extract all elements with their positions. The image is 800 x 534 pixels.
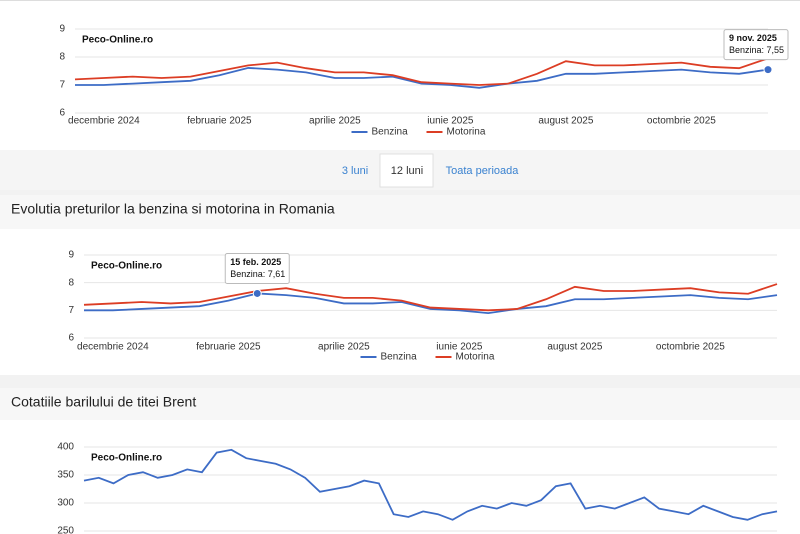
watermark: Peco-Online.ro: [91, 453, 162, 464]
series-line: [74, 57, 769, 86]
y-tick-label: 9: [68, 250, 74, 261]
tooltip: [723, 29, 789, 61]
watermark: Peco-Online.ro: [91, 261, 162, 272]
card: [0, 420, 800, 534]
y-tick-label: 9: [59, 24, 65, 35]
y-tick-label: 7: [59, 80, 65, 91]
x-tick-label: iunie 2025: [436, 342, 483, 353]
watermark: Peco-Online.ro: [82, 35, 153, 46]
section-header: [0, 388, 800, 420]
legend-label: Motorina: [447, 127, 486, 138]
y-tick-label: 8: [68, 277, 74, 288]
x-tick-label: iunie 2025: [427, 116, 474, 127]
highlight-point: [252, 288, 262, 298]
series-line: [83, 448, 778, 521]
y-tick-label: 350: [57, 470, 74, 481]
x-tick-label: aprilie 2025: [318, 342, 370, 353]
y-tick-label: 400: [57, 442, 74, 453]
x-tick-label: august 2025: [538, 116, 593, 127]
y-tick-label: 300: [57, 498, 74, 509]
section-header: [0, 195, 800, 229]
section-title: Cotatiile barilului de titei Brent: [11, 394, 196, 410]
y-tick-label: 250: [57, 526, 74, 534]
legend-label: Motorina: [456, 352, 495, 363]
tooltip-label: Benzina: 7,61: [230, 269, 285, 279]
x-tick-label: decembrie 2024: [68, 116, 140, 127]
legend-label: Benzina: [372, 127, 409, 138]
x-tick-label: octombrie 2025: [647, 116, 716, 127]
x-tick-label: octombrie 2025: [656, 342, 725, 353]
series-line: [83, 283, 778, 312]
tab[interactable]: 3 luni: [342, 165, 368, 177]
series-line: [75, 67, 769, 89]
x-tick-label: decembrie 2024: [77, 342, 149, 353]
section-title: Evolutia preturilor la benzina si motori…: [11, 201, 335, 217]
tooltip-label: Benzina: 7,55: [729, 45, 784, 55]
x-tick-label: august 2025: [547, 342, 602, 353]
tab-selected-bg: [379, 153, 434, 188]
tab[interactable]: Toata perioada: [446, 165, 520, 177]
series-line: [84, 292, 778, 315]
highlight-point: [763, 65, 773, 75]
x-tick-label: februarie 2025: [187, 116, 252, 127]
tooltip-title: 15 feb. 2025: [230, 257, 281, 267]
legend-label: Benzina: [381, 352, 418, 363]
x-tick-label: februarie 2025: [196, 342, 261, 353]
tooltip-title: 9 nov. 2025: [729, 33, 777, 43]
y-tick-label: 7: [68, 305, 74, 316]
tooltip: [224, 252, 290, 284]
card: [0, 0, 800, 150]
tab[interactable]: 12 luni: [391, 165, 423, 177]
y-tick-label: 6: [59, 108, 65, 119]
y-tick-label: 6: [68, 333, 74, 344]
y-tick-label: 8: [59, 52, 65, 63]
x-tick-label: aprilie 2025: [309, 116, 361, 127]
